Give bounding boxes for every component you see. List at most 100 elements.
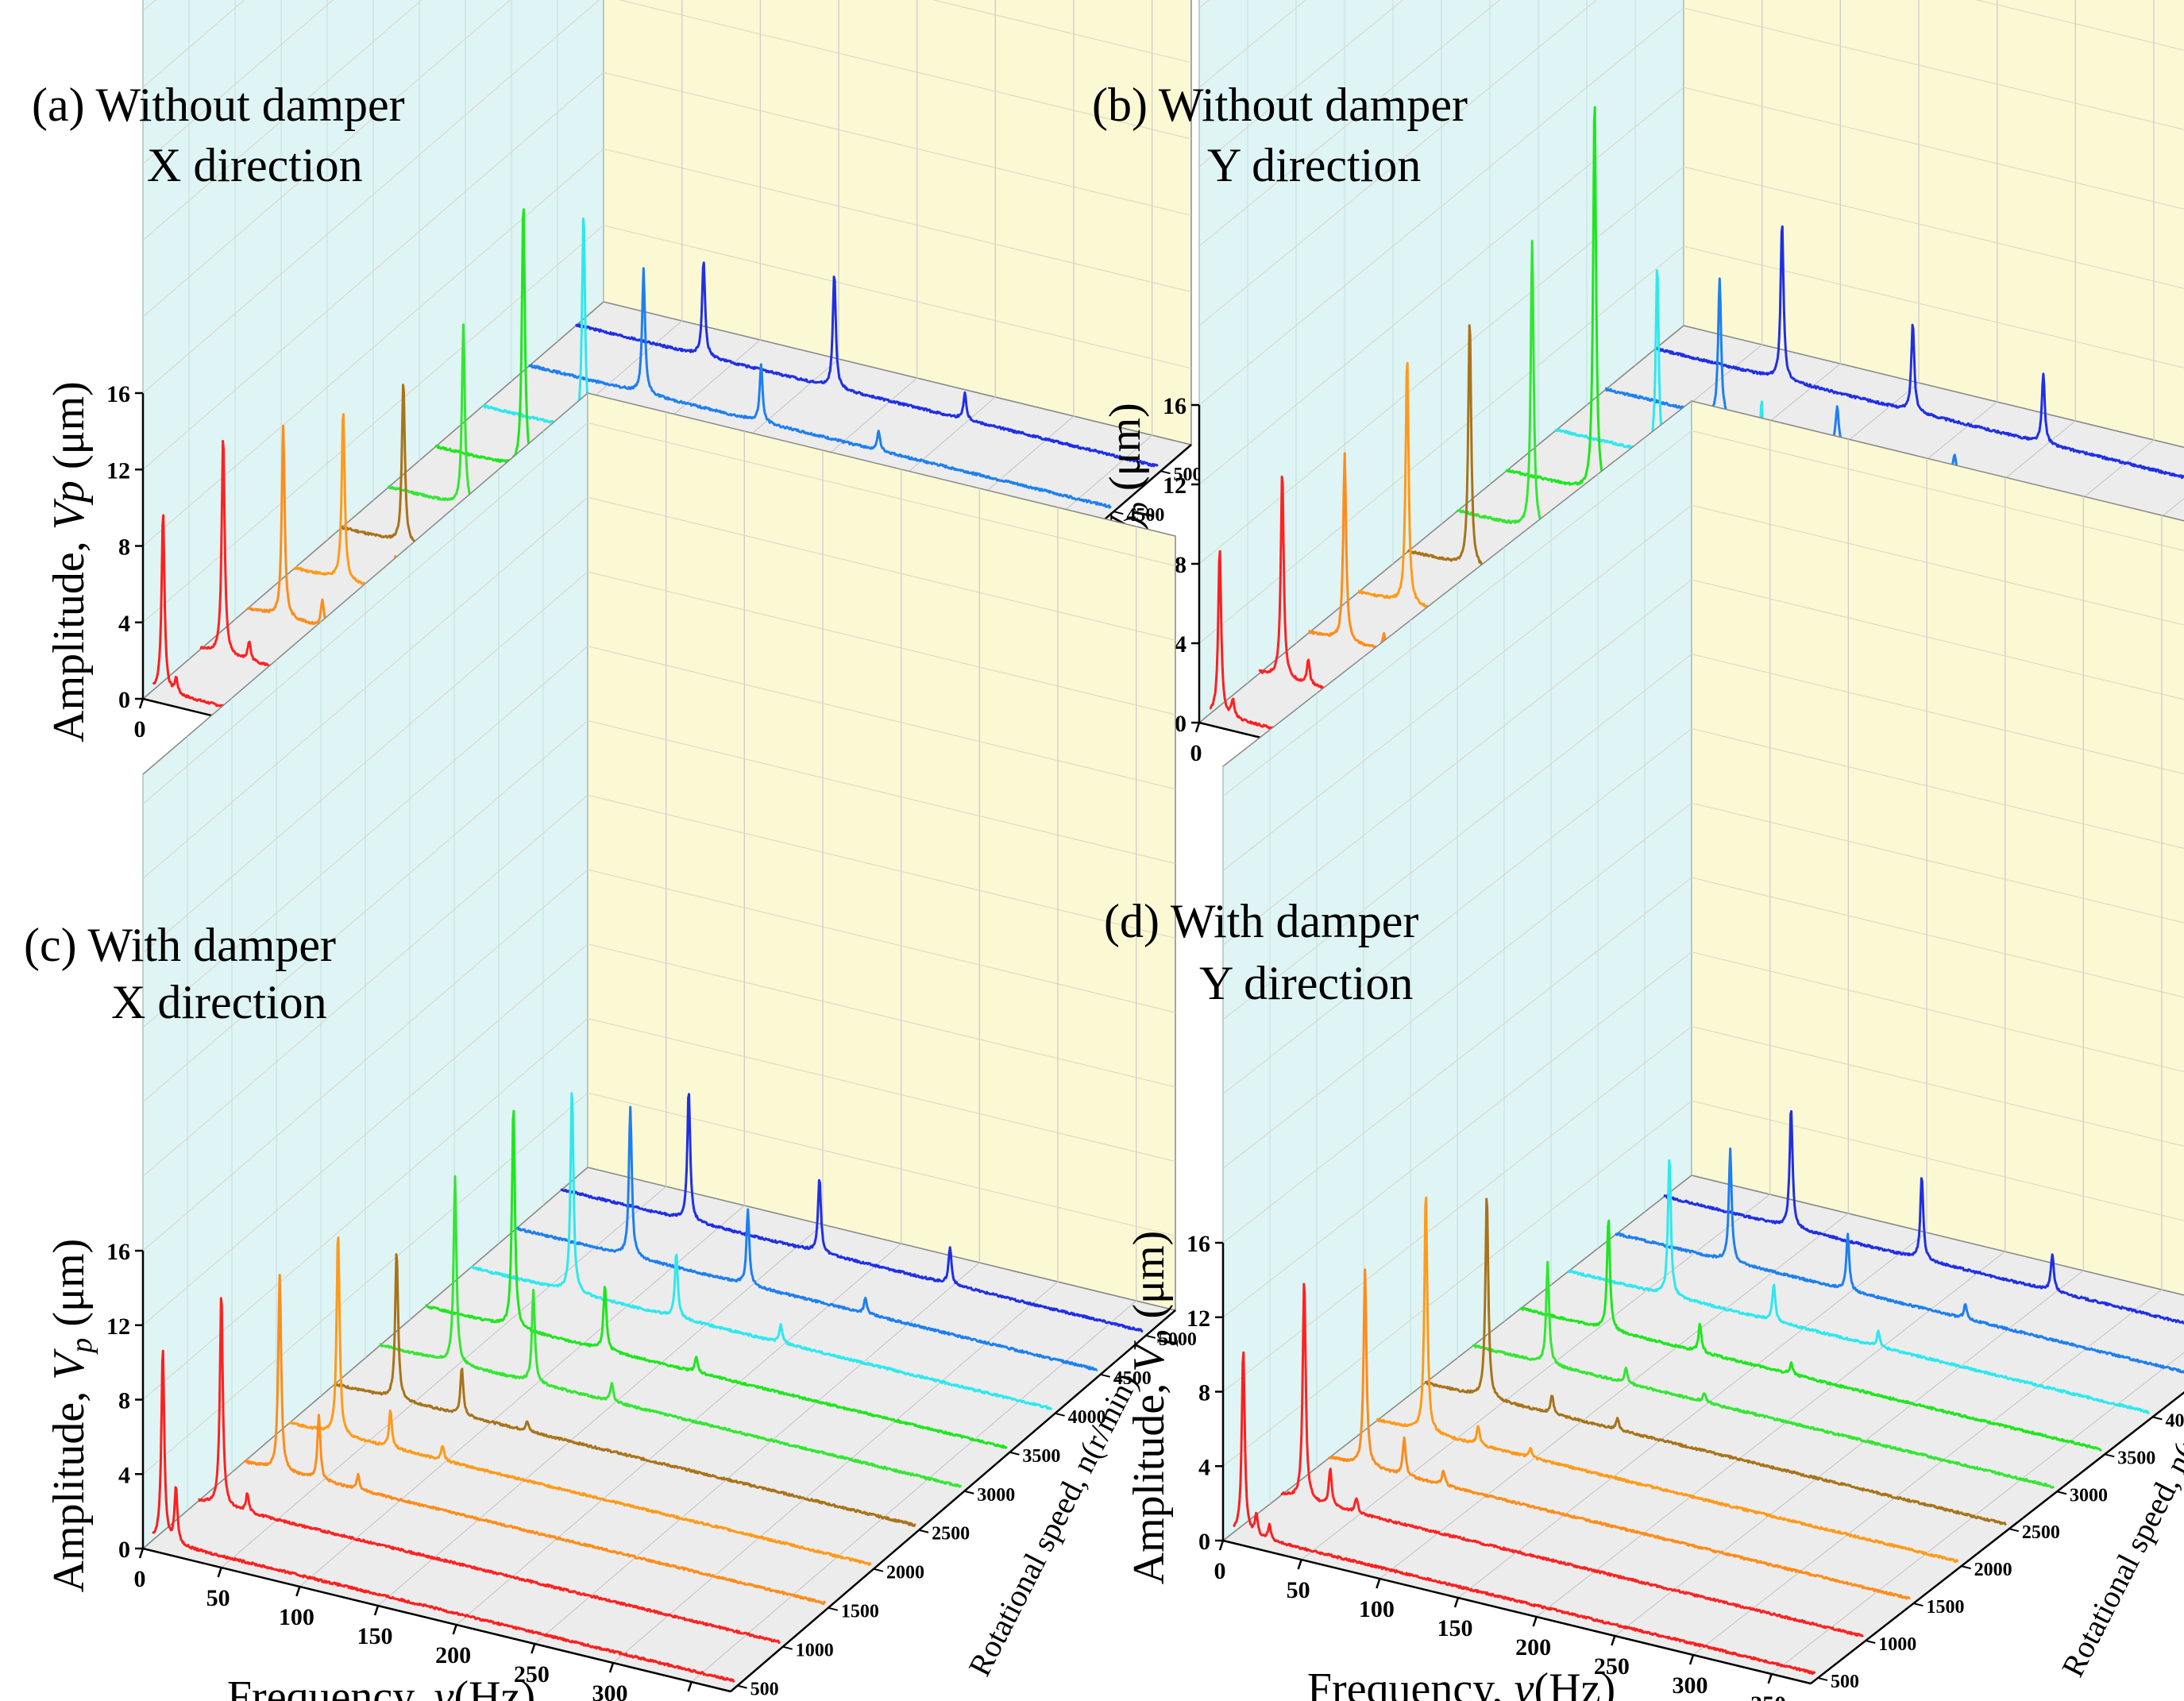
panel-c-title-line2: X direction xyxy=(111,976,327,1028)
x-tick-mark xyxy=(138,1548,145,1559)
grid-line xyxy=(1222,504,2184,871)
z-tick-mark xyxy=(2008,1528,2020,1533)
panel-d-title-line2: Y direction xyxy=(1199,957,1413,1009)
grid-line xyxy=(691,526,1137,1683)
grid-line xyxy=(142,719,1176,1102)
x-tick-label: 250 xyxy=(514,1661,550,1688)
y-tick-label: 0 xyxy=(1175,711,1187,737)
series-line-4000 xyxy=(1567,1159,2150,1415)
x-tick-label: 50 xyxy=(206,1585,230,1611)
z-tick-label: 500 xyxy=(1831,1672,1859,1692)
z-tick-mark xyxy=(737,1684,747,1689)
x-tick-mark xyxy=(452,1624,457,1635)
y-tick-label: 16 xyxy=(106,381,130,407)
y-tick-label: 4 xyxy=(1198,1454,1210,1480)
grid-line xyxy=(142,0,334,164)
z-tick-label: 500 xyxy=(751,1680,779,1700)
back-wall xyxy=(587,392,1176,1311)
series-line-500 xyxy=(152,1349,735,1684)
x-tick-mark xyxy=(531,1643,536,1654)
z-tick-mark xyxy=(1113,511,1124,515)
z-tick-mark xyxy=(2056,1491,2067,1495)
x-tick-label: 300 xyxy=(1673,1672,1708,1699)
y-axis-title: Amplitude, Vp (μm) xyxy=(1125,1231,1179,1585)
x-tick-mark xyxy=(373,1605,380,1616)
series-line-3500 xyxy=(424,1109,1008,1449)
grid-line xyxy=(1222,951,2184,1318)
x-axis-title: Frequency, v(Hz) xyxy=(227,1672,535,1701)
grid-line xyxy=(142,646,1176,1028)
grid-line xyxy=(142,148,1192,546)
x-tick-mark xyxy=(1767,1673,1773,1684)
y-tick-label: 0 xyxy=(118,1537,130,1563)
z-tick-label: 2500 xyxy=(932,1524,970,1545)
x-tick-mark xyxy=(1194,722,1201,733)
z-tick-mark xyxy=(782,1645,793,1650)
y-tick-label: 16 xyxy=(106,1239,130,1265)
x-tick-mark xyxy=(138,698,145,709)
z-tick-mark xyxy=(1055,1412,1065,1417)
x-tick-label: 250 xyxy=(1594,1653,1630,1680)
x-axis-title: Frequency, v(Hz) xyxy=(1307,1664,1615,1701)
series-line-4500 xyxy=(527,267,1112,509)
x-tick-mark xyxy=(295,1586,301,1597)
grid-line xyxy=(142,943,1176,1326)
y-tick-label: 4 xyxy=(118,1462,130,1488)
z-tick-label: 4000 xyxy=(2165,1410,2184,1431)
z-tick-label: 2500 xyxy=(2022,1522,2060,1543)
series-line-5000 xyxy=(560,1093,1144,1333)
grid-line xyxy=(142,571,1176,954)
grid-line xyxy=(142,0,1192,394)
grid-line xyxy=(1771,1352,2184,1675)
z-tick-mark xyxy=(1100,1373,1110,1378)
z-tick-label: 2000 xyxy=(1974,1560,2012,1580)
z-axis-line xyxy=(730,1310,1176,1692)
z-tick-mark xyxy=(828,1606,839,1611)
x-tick-label: 150 xyxy=(357,1623,393,1649)
z-tick-mark xyxy=(918,1529,929,1533)
grid-line xyxy=(1222,802,2184,1169)
series-line-3000 xyxy=(1472,1260,2055,1489)
grid-line xyxy=(142,225,1192,623)
series-line-3500 xyxy=(1519,1219,2102,1452)
series-line-3000 xyxy=(379,1174,963,1488)
grid-line xyxy=(456,469,902,1626)
panel-d: 0 4 8 12 16 0 50 100 150 200 250 300 350 500 1000 1500 2… xyxy=(1104,399,2184,1701)
x-tick-mark xyxy=(1376,1578,1381,1589)
grid-line xyxy=(534,488,980,1645)
x-axis-line xyxy=(142,1547,731,1693)
panel-c: 0 4 8 12 16 0 50 100 150 200 250 300 350 500 1000 1500 2… xyxy=(24,392,1197,1701)
z-tick-mark xyxy=(1160,470,1171,475)
grid-line xyxy=(1222,877,2184,1244)
panel-d-title-line1: (d) With damper xyxy=(1104,895,1418,947)
z-tick-label: 4000 xyxy=(1068,1407,1106,1428)
x-tick-label: 300 xyxy=(592,1680,628,1701)
z-axis-line xyxy=(1810,1390,2184,1684)
x-tick-mark xyxy=(1688,1654,1695,1665)
grid-line xyxy=(1301,420,1771,1560)
z-tick-mark xyxy=(1913,1603,1924,1607)
x-tick-mark xyxy=(217,1567,222,1578)
z-tick-label: 3500 xyxy=(2117,1448,2155,1468)
x-tick-label: 100 xyxy=(279,1604,314,1630)
grid-line xyxy=(1198,166,2184,565)
x-tick-label: 350 xyxy=(670,1699,706,1701)
panel-a-title-line1: (a) Without damper xyxy=(32,79,405,131)
grid-line xyxy=(1222,727,2184,1094)
grid-line xyxy=(142,71,1192,470)
grid-line xyxy=(1198,0,1403,168)
series-line-2000 xyxy=(1376,1196,1959,1564)
y-tick-label: 8 xyxy=(118,534,130,561)
grid-line xyxy=(1222,654,2184,1020)
grid-line xyxy=(142,1017,1176,1400)
grid-line xyxy=(1198,0,2184,326)
z-tick-label: 4500 xyxy=(1113,1368,1152,1389)
z-tick-label: 1000 xyxy=(1878,1634,1916,1655)
grid-line xyxy=(142,794,1176,1177)
z-tick-mark xyxy=(2105,1453,2115,1458)
x-tick-mark xyxy=(1532,1616,1538,1627)
z-tick-mark xyxy=(1145,1334,1156,1339)
z-tick-label: 3000 xyxy=(977,1485,1015,1506)
z-tick-mark xyxy=(1961,1565,1971,1570)
